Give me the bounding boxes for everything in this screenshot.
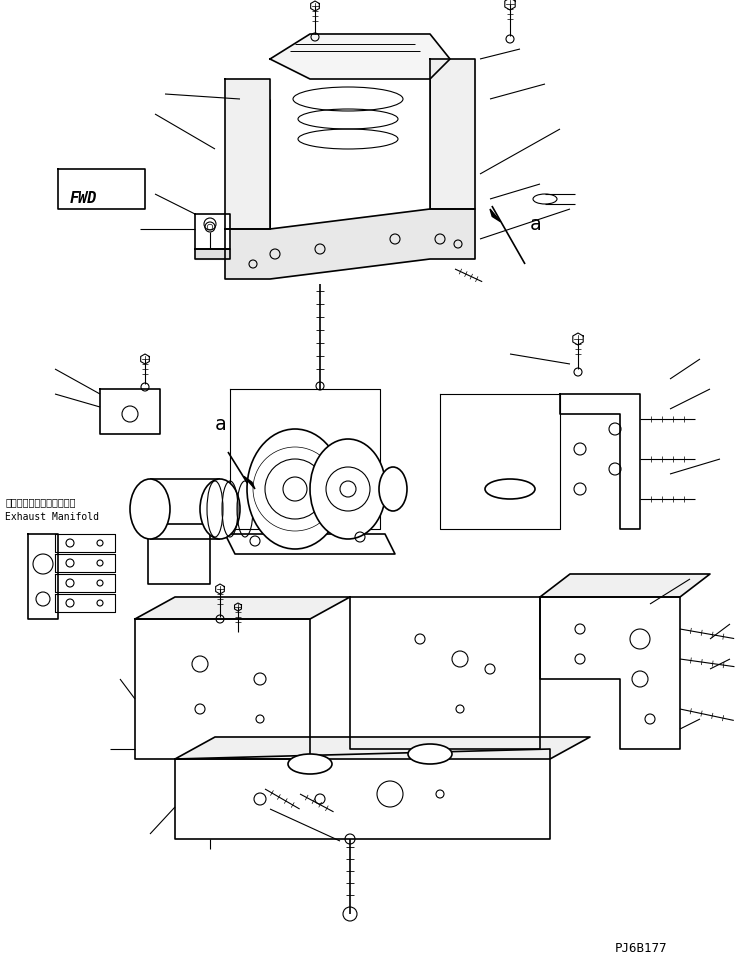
Polygon shape bbox=[175, 749, 550, 839]
Polygon shape bbox=[55, 554, 115, 573]
Polygon shape bbox=[225, 79, 270, 230]
Polygon shape bbox=[58, 170, 145, 209]
Text: エキゾーストマニホールド: エキゾーストマニホールド bbox=[5, 496, 76, 507]
Polygon shape bbox=[350, 597, 540, 749]
Polygon shape bbox=[430, 60, 475, 209]
Ellipse shape bbox=[200, 480, 240, 540]
Polygon shape bbox=[440, 394, 560, 529]
Ellipse shape bbox=[288, 754, 332, 774]
Text: FWD: FWD bbox=[70, 191, 97, 205]
Polygon shape bbox=[244, 477, 255, 489]
Ellipse shape bbox=[485, 480, 535, 499]
Polygon shape bbox=[195, 250, 230, 260]
Polygon shape bbox=[135, 597, 350, 619]
Ellipse shape bbox=[310, 440, 386, 540]
Polygon shape bbox=[55, 575, 115, 592]
Polygon shape bbox=[195, 215, 230, 250]
Ellipse shape bbox=[408, 744, 452, 765]
Polygon shape bbox=[100, 390, 160, 434]
Polygon shape bbox=[135, 619, 310, 760]
Polygon shape bbox=[225, 209, 475, 280]
Ellipse shape bbox=[247, 429, 343, 549]
Text: PJ6B177: PJ6B177 bbox=[615, 941, 667, 954]
Text: Exhaust Manifold: Exhaust Manifold bbox=[5, 512, 99, 521]
Ellipse shape bbox=[130, 480, 170, 540]
Polygon shape bbox=[270, 35, 450, 79]
Polygon shape bbox=[55, 535, 115, 552]
Polygon shape bbox=[490, 209, 501, 223]
Text: a: a bbox=[530, 215, 542, 234]
Text: a: a bbox=[215, 415, 227, 433]
Polygon shape bbox=[225, 535, 395, 554]
Polygon shape bbox=[540, 575, 710, 597]
Polygon shape bbox=[55, 594, 115, 612]
Polygon shape bbox=[560, 394, 640, 529]
Polygon shape bbox=[28, 535, 58, 619]
Polygon shape bbox=[540, 597, 680, 749]
Polygon shape bbox=[175, 737, 590, 760]
Polygon shape bbox=[148, 524, 210, 584]
Ellipse shape bbox=[379, 467, 407, 512]
Polygon shape bbox=[230, 390, 380, 529]
